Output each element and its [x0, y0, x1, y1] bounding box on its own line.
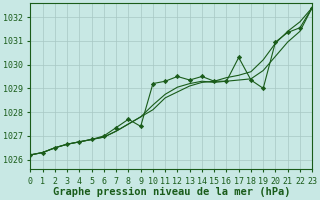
X-axis label: Graphe pression niveau de la mer (hPa): Graphe pression niveau de la mer (hPa): [52, 187, 290, 197]
